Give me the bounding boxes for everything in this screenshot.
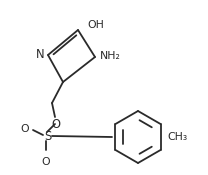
Text: N: N xyxy=(36,47,44,61)
Text: OH: OH xyxy=(87,20,104,30)
Text: NH₂: NH₂ xyxy=(100,51,121,61)
Text: O: O xyxy=(21,124,29,134)
Text: CH₃: CH₃ xyxy=(167,132,187,142)
Text: S: S xyxy=(44,130,52,142)
Text: O: O xyxy=(42,157,50,167)
Text: O: O xyxy=(52,118,61,131)
